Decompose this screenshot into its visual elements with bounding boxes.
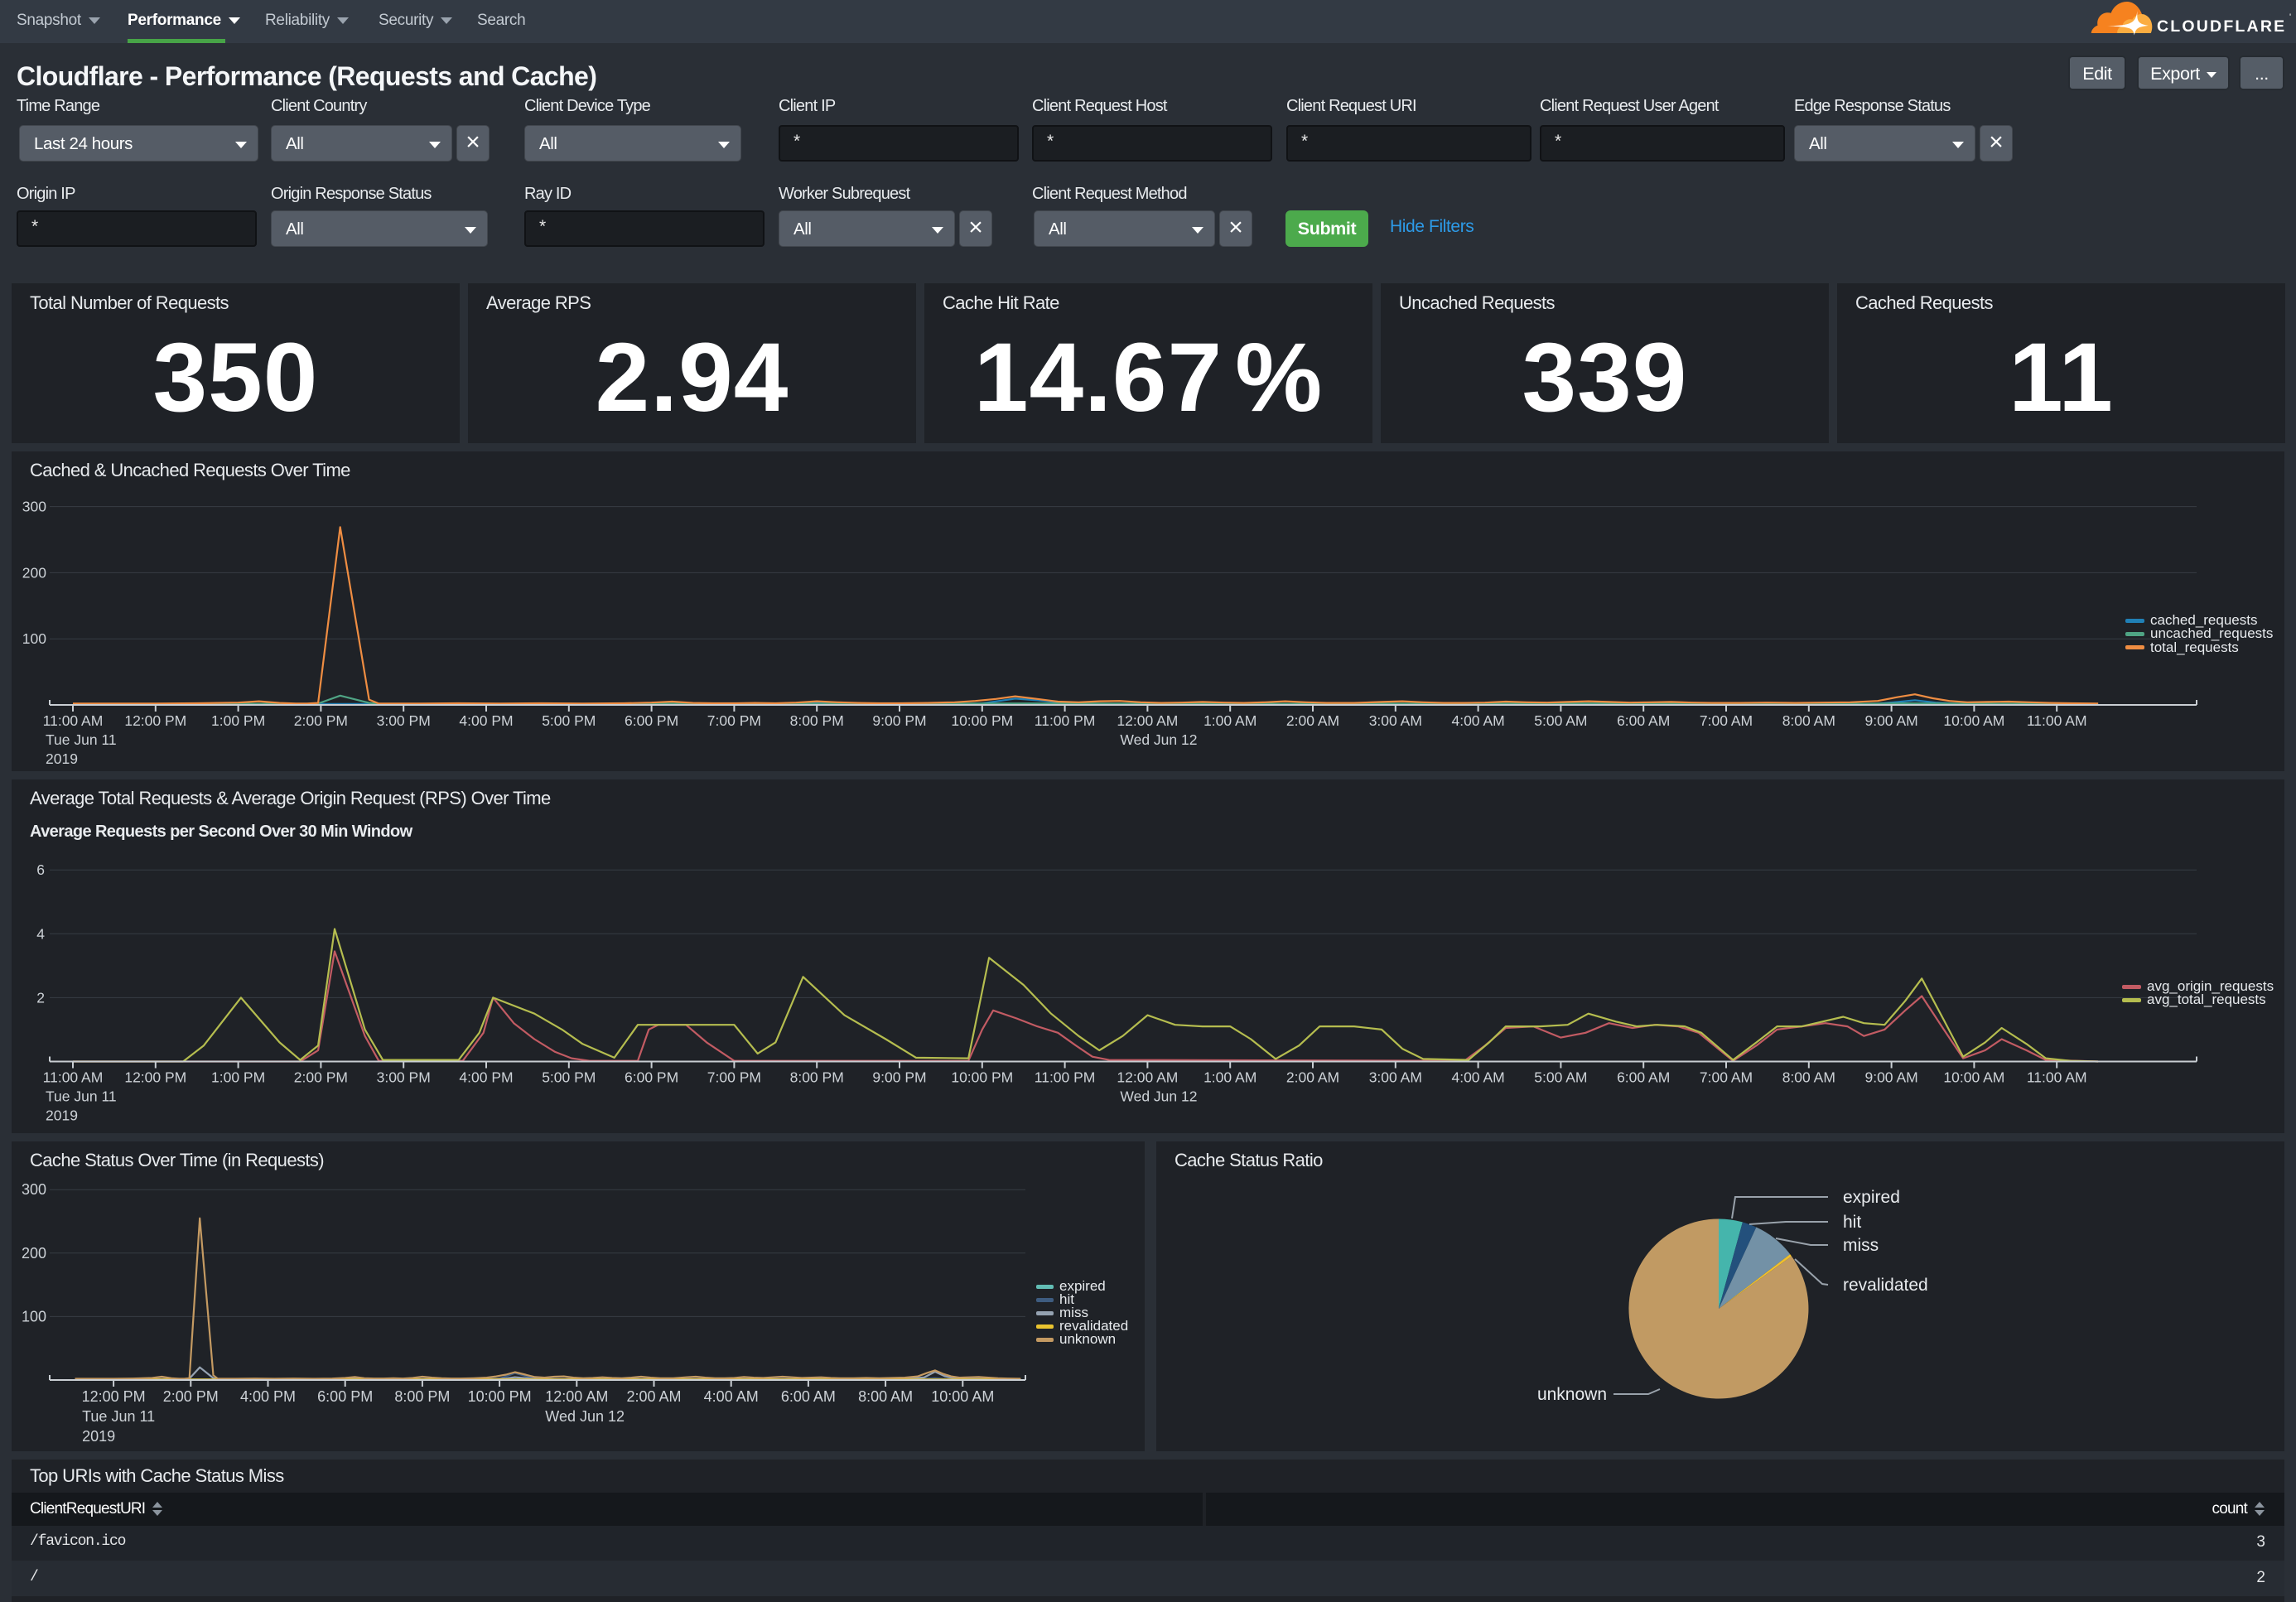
svg-text:7:00 PM: 7:00 PM	[707, 712, 761, 729]
svg-text:2:00 AM: 2:00 AM	[1286, 712, 1339, 729]
svg-text:2:00 PM: 2:00 PM	[294, 1069, 348, 1086]
svg-text:8:00 PM: 8:00 PM	[790, 1069, 844, 1086]
svg-text:200: 200	[22, 1245, 46, 1262]
svg-text:12:00 AM: 12:00 AM	[1117, 1069, 1178, 1086]
svg-text:5:00 AM: 5:00 AM	[1534, 712, 1587, 729]
svg-text:10:00 AM: 10:00 AM	[931, 1388, 994, 1405]
svg-text:2:00 PM: 2:00 PM	[163, 1388, 219, 1405]
svg-text:9:00 PM: 9:00 PM	[872, 712, 926, 729]
svg-text:Wed Jun 12: Wed Jun 12	[1120, 1088, 1197, 1105]
svg-text:1:00 PM: 1:00 PM	[211, 712, 265, 729]
svg-text:12:00 AM: 12:00 AM	[545, 1388, 608, 1405]
svg-text:10:00 AM: 10:00 AM	[1943, 712, 2004, 729]
svg-text:Tue Jun 11: Tue Jun 11	[46, 1088, 117, 1105]
svg-text:Wed Jun 12: Wed Jun 12	[545, 1408, 625, 1425]
svg-text:4:00 AM: 4:00 AM	[704, 1388, 759, 1405]
svg-text:7:00 PM: 7:00 PM	[707, 1069, 761, 1086]
svg-text:12:00 PM: 12:00 PM	[124, 712, 186, 729]
svg-text:': '	[2289, 12, 2291, 22]
svg-text:9:00 AM: 9:00 AM	[1864, 1069, 1917, 1086]
svg-text:7:00 AM: 7:00 AM	[1700, 1069, 1753, 1086]
svg-text:10:00 PM: 10:00 PM	[951, 712, 1013, 729]
svg-text:1:00 AM: 1:00 AM	[1203, 1069, 1257, 1086]
svg-text:2:00 AM: 2:00 AM	[1286, 1069, 1339, 1086]
svg-text:6:00 PM: 6:00 PM	[625, 712, 678, 729]
svg-text:2:00 AM: 2:00 AM	[626, 1388, 681, 1405]
svg-text:6:00 PM: 6:00 PM	[625, 1069, 678, 1086]
svg-text:12:00 PM: 12:00 PM	[82, 1388, 146, 1405]
svg-text:3:00 PM: 3:00 PM	[377, 712, 431, 729]
svg-text:200: 200	[22, 564, 46, 581]
svg-text:4:00 AM: 4:00 AM	[1451, 1069, 1504, 1086]
svg-text:2: 2	[36, 989, 45, 1006]
svg-text:8:00 PM: 8:00 PM	[394, 1388, 450, 1405]
svg-text:8:00 PM: 8:00 PM	[790, 712, 844, 729]
svg-text:5:00 PM: 5:00 PM	[542, 1069, 596, 1086]
svg-text:2019: 2019	[46, 1107, 78, 1124]
svg-text:12:00 PM: 12:00 PM	[124, 1069, 186, 1086]
svg-text:2:00 PM: 2:00 PM	[294, 712, 348, 729]
svg-text:miss: miss	[1843, 1236, 1879, 1255]
svg-text:4:00 PM: 4:00 PM	[459, 1069, 513, 1086]
svg-text:11:00 PM: 11:00 PM	[1035, 1069, 1096, 1086]
svg-text:1:00 AM: 1:00 AM	[1203, 712, 1257, 729]
svg-text:revalidated: revalidated	[1843, 1276, 1928, 1295]
svg-text:9:00 PM: 9:00 PM	[872, 1069, 926, 1086]
svg-text:8:00 AM: 8:00 AM	[1782, 1069, 1835, 1086]
svg-text:12:00 AM: 12:00 AM	[1117, 712, 1178, 729]
svg-text:11:00 PM: 11:00 PM	[1035, 712, 1096, 729]
svg-text:11:00 AM: 11:00 AM	[43, 712, 104, 729]
svg-text:11:00 AM: 11:00 AM	[2027, 712, 2087, 729]
svg-text:6:00 AM: 6:00 AM	[781, 1388, 836, 1405]
svg-text:300: 300	[22, 1181, 46, 1198]
svg-text:6:00 PM: 6:00 PM	[317, 1388, 373, 1405]
svg-text:2019: 2019	[46, 750, 78, 767]
svg-text:5:00 PM: 5:00 PM	[542, 712, 596, 729]
svg-text:6: 6	[36, 861, 45, 878]
svg-text:4: 4	[36, 925, 45, 942]
svg-text:1:00 PM: 1:00 PM	[211, 1069, 265, 1086]
svg-text:CLOUDFLARE: CLOUDFLARE	[2157, 17, 2286, 36]
svg-text:expired: expired	[1843, 1188, 1900, 1207]
svg-text:hit: hit	[1843, 1213, 1861, 1232]
svg-text:3:00 AM: 3:00 AM	[1369, 712, 1422, 729]
svg-text:4:00 AM: 4:00 AM	[1451, 712, 1504, 729]
svg-text:10:00 AM: 10:00 AM	[1943, 1069, 2004, 1086]
svg-text:9:00 AM: 9:00 AM	[1864, 712, 1917, 729]
svg-text:6:00 AM: 6:00 AM	[1617, 712, 1670, 729]
svg-text:3:00 PM: 3:00 PM	[377, 1069, 431, 1086]
svg-text:8:00 AM: 8:00 AM	[1782, 712, 1835, 729]
svg-text:Wed Jun 12: Wed Jun 12	[1120, 731, 1197, 748]
svg-text:4:00 PM: 4:00 PM	[240, 1388, 296, 1405]
svg-text:100: 100	[22, 630, 46, 647]
svg-text:100: 100	[22, 1308, 46, 1325]
svg-text:10:00 PM: 10:00 PM	[951, 1069, 1013, 1086]
svg-text:unknown: unknown	[1537, 1385, 1607, 1404]
svg-text:2019: 2019	[82, 1428, 115, 1445]
svg-text:11:00 AM: 11:00 AM	[43, 1069, 104, 1086]
svg-text:10:00 PM: 10:00 PM	[468, 1388, 532, 1405]
svg-text:4:00 PM: 4:00 PM	[459, 712, 513, 729]
svg-text:6:00 AM: 6:00 AM	[1617, 1069, 1670, 1086]
svg-text:Tue Jun 11: Tue Jun 11	[82, 1408, 155, 1425]
svg-text:3:00 AM: 3:00 AM	[1369, 1069, 1422, 1086]
svg-text:11:00 AM: 11:00 AM	[2027, 1069, 2087, 1086]
svg-text:8:00 AM: 8:00 AM	[858, 1388, 913, 1405]
svg-text:300: 300	[22, 499, 46, 515]
svg-text:7:00 AM: 7:00 AM	[1700, 712, 1753, 729]
svg-text:Tue Jun 11: Tue Jun 11	[46, 731, 117, 748]
svg-text:5:00 AM: 5:00 AM	[1534, 1069, 1587, 1086]
